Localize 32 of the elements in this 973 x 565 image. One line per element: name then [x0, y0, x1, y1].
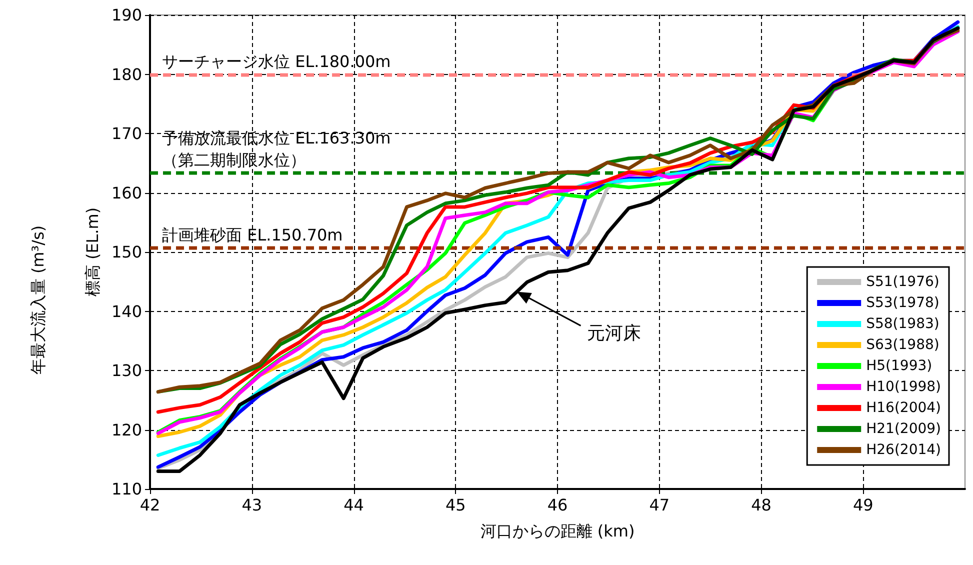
- y-tick-label: 160: [111, 183, 142, 202]
- text: 年最大流入量 (m³/s): [28, 225, 48, 375]
- legend-label: H26(2014): [866, 442, 942, 458]
- x-tick-label: 43: [242, 496, 262, 514]
- y-tick-label: 130: [111, 361, 142, 380]
- x-tick-label: 46: [547, 496, 568, 514]
- legend-label: H16(2004): [866, 400, 942, 416]
- ref-line-label: サーチャージ水位 EL.180.00m: [162, 52, 391, 71]
- legend-label: H5(1993): [866, 358, 932, 374]
- legend-label: H21(2009): [866, 421, 942, 437]
- y-tick-label: 150: [111, 242, 142, 262]
- legend-label: S51(1976): [866, 274, 940, 290]
- x-tick-label: 44: [344, 496, 364, 514]
- x-tick-label: 45: [445, 496, 466, 514]
- y-tick-label: 170: [111, 124, 142, 143]
- y-tick-label: 140: [111, 302, 142, 321]
- x-tick-label: 42: [140, 496, 160, 514]
- legend-label: S58(1983): [866, 316, 940, 332]
- y-tick-label: 110: [111, 480, 142, 498]
- y-tick-label: 120: [111, 420, 142, 440]
- x-tick-label: 47: [649, 496, 670, 514]
- legend-label: S63(1988): [866, 337, 940, 353]
- x-tick-label: 49: [852, 496, 874, 514]
- x-axis-title: 河口からの距離 (km): [480, 522, 635, 540]
- annotation: 元河床: [586, 323, 641, 344]
- legend-label: S53(1978): [866, 295, 940, 311]
- y-tick-label: 190: [111, 6, 142, 24]
- legend-label: H10(1998): [866, 379, 942, 395]
- y-axis-title: 標高 (EL.m): [83, 207, 102, 297]
- ref-line-label: 計画堆砂面 EL.150.70m: [162, 225, 343, 244]
- x-tick-label: 48: [751, 496, 772, 514]
- y-tick-label: 180: [111, 64, 142, 84]
